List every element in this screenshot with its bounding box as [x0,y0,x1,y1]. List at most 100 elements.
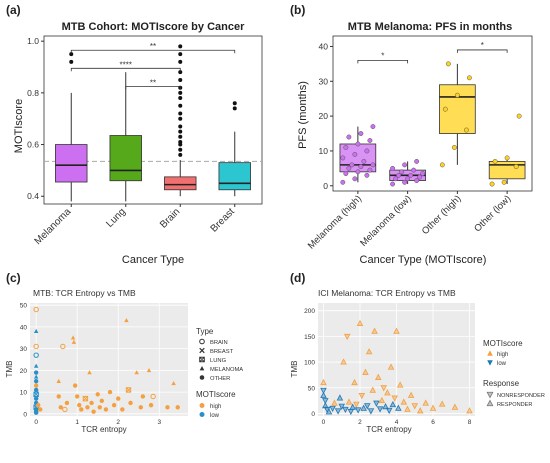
data-point [408,172,414,178]
significance-bracket [357,59,409,64]
data-point [391,395,398,402]
data-point [82,395,89,402]
box-outlier [178,90,183,95]
box-outlier [178,129,183,134]
panel-b-ytick-label: 40 [319,41,329,51]
data-point [417,174,423,180]
panel-c-xtick-label: 0 [34,419,38,426]
data-point [91,409,96,414]
data-point [33,387,39,393]
panel-a-category-label: Lung [104,206,128,230]
legend-symbol [199,365,205,371]
panel-c-ytick-label: 30 [20,346,28,353]
significance-label: * [381,51,384,60]
significance-label: ** [150,78,156,87]
panel-a-ytick-label: 0.4 [27,191,39,201]
box-outlier [232,101,237,106]
data-point [390,181,396,187]
data-point [125,387,132,393]
data-point [134,370,139,375]
panel-d-legend-color-title: MOTIscore [483,339,523,348]
data-point [56,378,61,383]
data-point [501,179,507,185]
data-point [420,171,426,177]
data-point [33,352,39,358]
data-point [89,400,94,406]
data-point [395,404,402,411]
data-point [64,400,70,406]
significance-label: * [481,41,484,50]
data-point [362,368,369,375]
legend-swatch [487,350,493,356]
data-point [95,392,100,397]
panel-a-category-label: Brain [158,206,182,230]
data-point [364,148,370,154]
data-point [393,176,399,182]
legend-symbol [486,391,494,399]
panel-a-ytick-label: 1.0 [27,36,39,46]
panel-d-title: ICI Melanoma: TCR Entropy vs TMB [318,288,456,298]
data-point [33,328,39,334]
data-point [320,391,327,398]
panel-c-xtick-label: 2 [116,419,120,426]
data-point [454,92,460,98]
panel-c-legend-type-label: BRAIN [210,340,228,346]
data-point [33,396,39,401]
panel-d-xtick-label: 2 [358,419,362,426]
box-body [164,176,197,191]
data-point [120,407,125,412]
panel-c-ylabel: TMB [5,361,14,378]
data-point [72,383,78,388]
data-point [429,404,437,411]
data-point [70,335,76,340]
data-point [355,141,361,147]
data-point [442,106,448,112]
data-point [352,176,358,182]
box-outlier [178,124,183,129]
data-point [353,401,360,408]
panel-b-category-label: Other (low) [472,193,513,234]
box-outlier [178,147,183,152]
panel-d-xtick-label: 4 [395,419,399,426]
data-point [384,389,391,396]
significance-bracket [70,67,181,72]
data-point [71,339,77,344]
data-point [99,398,105,403]
panel-d-legend-shape-title: Response [483,379,520,388]
data-point [360,404,367,411]
legend-symbol [199,347,205,354]
data-point [97,405,102,410]
data-point [33,363,39,368]
data-point [439,162,445,168]
panel-d-ylabel: TMB [290,361,299,378]
panel-label-d: (d) [290,271,305,285]
data-point [414,158,420,164]
data-point [58,405,63,410]
data-point [370,124,376,130]
data-point [382,403,389,410]
data-point [400,398,408,405]
data-point [320,378,327,386]
legend-symbol [199,338,205,345]
panel-d-legend-shape-label: RESPONDER [497,402,532,408]
panel-d-legend-shape-label: NONRESPONDER [497,393,545,399]
box-outlier [178,152,183,157]
panel-d-legend-color-label: low [497,361,507,367]
panel-d-ytick-label: 100 [304,360,315,367]
data-point [402,179,408,185]
legend-swatch [199,412,205,417]
panel-c-legend-color-label: low [210,413,220,419]
data-point [138,405,144,410]
data-point [340,179,346,185]
panel-b-plot [330,35,533,194]
box-outlier [232,106,237,111]
data-point [378,396,386,404]
data-point [346,134,352,140]
panel-c-legend-type-label: MELANOMA [210,367,243,373]
data-point [331,399,338,406]
data-point [367,408,375,415]
data-point [396,172,402,178]
data-point [411,403,419,410]
panel-a-category-label: Breast [209,206,237,234]
